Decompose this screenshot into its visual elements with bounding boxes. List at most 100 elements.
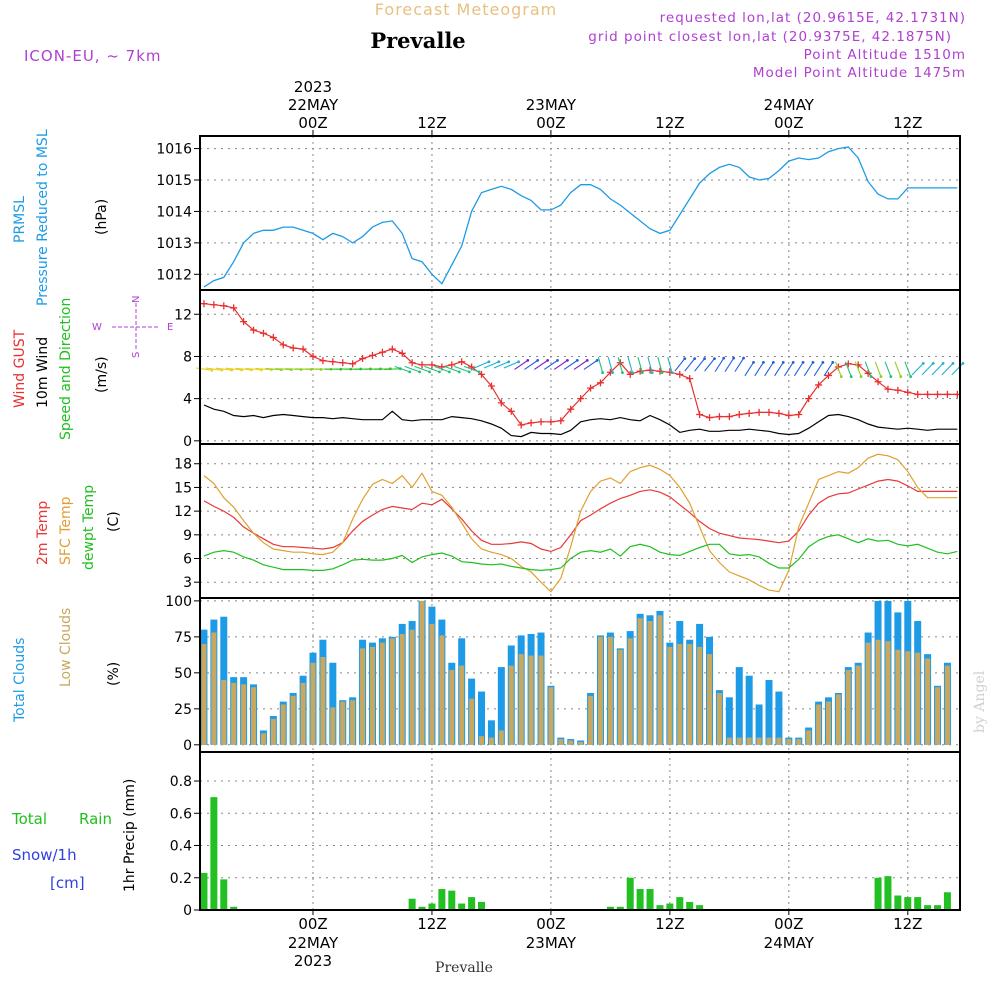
low-cloud-bar [935, 687, 941, 745]
low-cloud-bar [231, 682, 237, 745]
wind-arrow [524, 359, 538, 370]
model-point-altitude: Model Point Altitude 1475m [753, 65, 966, 81]
wind-arrow-head [762, 360, 765, 364]
gust-marker [894, 386, 902, 394]
bottom-year-label: 2023 [294, 952, 332, 970]
wind-arrow [834, 361, 842, 377]
low-cloud-bar [627, 638, 633, 745]
wind-arrow [225, 367, 242, 371]
wind-arrow-head [821, 360, 825, 364]
low-cloud-bar [459, 665, 465, 745]
top-hour-label: 00Z [536, 114, 565, 132]
low-cloud-bar [409, 629, 415, 745]
wind-arrow [195, 367, 212, 371]
rain-bar [428, 903, 436, 910]
bottom-hour-label: 12Z [655, 915, 684, 933]
wind-arrow-head [438, 370, 441, 374]
legend-wind-gust: Wind GUST [12, 329, 28, 408]
low-cloud-bar [597, 636, 603, 745]
rain-bar [874, 877, 882, 910]
gust-marker [596, 379, 604, 387]
t2m-line [203, 478, 958, 553]
low-cloud-bar [290, 695, 296, 745]
wind-arrow-head [703, 357, 706, 361]
wind-arrow-head [418, 370, 422, 374]
gust-marker [567, 405, 575, 413]
low-cloud-bar [875, 639, 881, 745]
gust-marker [587, 384, 595, 392]
wind-arrow-head [879, 375, 883, 378]
gust-marker [349, 360, 357, 368]
wind-arrow-head [791, 360, 795, 364]
watermark: by Angel [972, 670, 988, 733]
forecast-title: Forecast Meteogram [375, 0, 557, 19]
low-cloud-bar [697, 646, 703, 745]
low-cloud-bar [320, 657, 326, 745]
wind-arrow [245, 367, 262, 371]
y-tick-label: 12 [174, 307, 192, 323]
wind-arrow [434, 365, 450, 373]
legend-2m-temp: 2m Temp [35, 501, 51, 565]
wind-arrow [764, 362, 774, 377]
legend-rain: Rain [79, 810, 112, 828]
low-cloud-bar [251, 687, 257, 745]
low-cloud-bar [756, 737, 762, 745]
wind-arrow [894, 361, 902, 377]
wind-arrow-head [487, 360, 491, 364]
low-cloud-bar [439, 635, 445, 745]
low-cloud-bar [915, 652, 921, 745]
wind-arrow [583, 359, 598, 370]
wind-arrow-head [941, 361, 945, 365]
wind-arrow [904, 361, 912, 377]
low-cloud-bar [647, 621, 653, 745]
wind-arrow [647, 357, 653, 373]
gust-marker [537, 418, 545, 426]
low-cloud-bar [865, 642, 871, 745]
gust-marker [230, 304, 238, 312]
gust-marker [864, 369, 872, 377]
low-cloud-bar [350, 700, 356, 745]
rain-bar [924, 905, 932, 910]
bottom-hour-label: 00Z [536, 915, 565, 933]
low-cloud-bar [746, 737, 752, 745]
wind-arrow-head [650, 371, 654, 374]
wind-arrow [734, 357, 745, 372]
rain-bar [220, 879, 228, 910]
wind-arrow [854, 361, 862, 377]
wind-arrow-head [526, 358, 530, 362]
gust-marker [319, 357, 327, 365]
wind-arrow-head [670, 371, 674, 374]
gust-marker [428, 361, 436, 369]
low-cloud-bar [548, 687, 554, 745]
precip-panel: 0 0.2 0.4 0.6 0.8 [170, 752, 960, 919]
gust-marker [339, 359, 347, 367]
wind-arrow [844, 361, 852, 377]
rain-bar [616, 906, 624, 910]
wind-arrow-head [601, 371, 605, 374]
total-cloud-bar [478, 691, 486, 745]
footer-location: Prevalle [435, 960, 493, 976]
gust-marker [398, 349, 406, 357]
legend-ms: (m/s) [94, 356, 110, 393]
rain-bar [894, 895, 902, 910]
wind-arrow [543, 359, 558, 370]
wind-arrow [473, 361, 490, 369]
low-cloud-bar [925, 658, 931, 745]
gust-marker [507, 407, 515, 415]
gust-marker [686, 375, 694, 383]
wind-arrow [884, 361, 892, 377]
rain-bar [666, 903, 674, 910]
gust-marker [269, 333, 277, 341]
rain-bar [904, 897, 912, 910]
compass-rose: N S W E [92, 296, 173, 358]
wind-arrow-head [556, 358, 559, 362]
legend-cm: [cm] [50, 874, 85, 892]
gust-marker [715, 413, 723, 421]
low-cloud-bar [449, 669, 455, 745]
wind-arrow [754, 362, 764, 377]
wind-arrow [951, 362, 964, 376]
low-cloud-bar [379, 642, 385, 745]
legend-prmsl: PRMSL [12, 196, 28, 243]
legend-total-clouds: Total Clouds [12, 638, 28, 723]
wind-arrow [667, 357, 673, 373]
